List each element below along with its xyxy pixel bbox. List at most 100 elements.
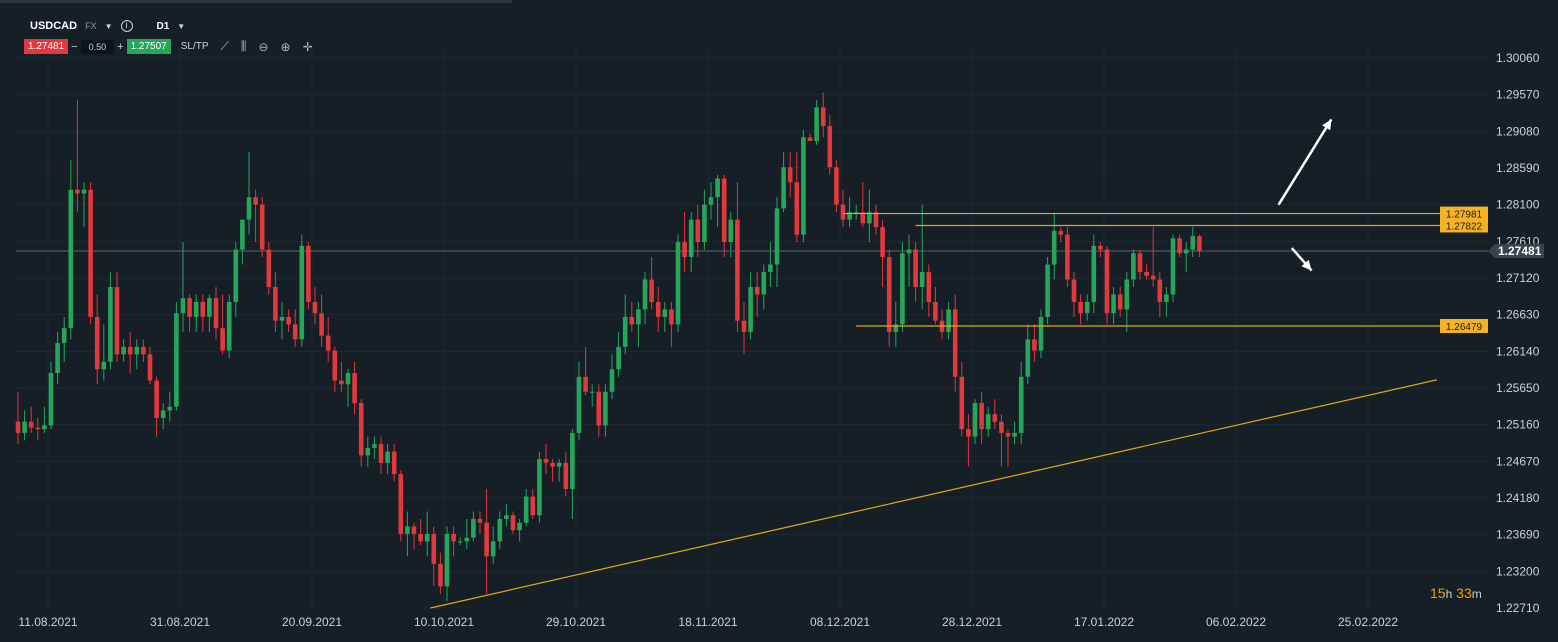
candle: [101, 324, 107, 381]
info-icon[interactable]: i: [120, 20, 133, 32]
candle: [939, 309, 945, 340]
timeframe-dropdown-icon[interactable]: ▼: [177, 21, 186, 31]
minus-button[interactable]: −: [71, 40, 78, 53]
x-tick-label: 25.02.2022: [1338, 615, 1398, 629]
candle-body: [1045, 264, 1050, 317]
symbol-dropdown-icon[interactable]: ▼: [104, 21, 113, 31]
candle: [1071, 272, 1077, 317]
candle: [761, 264, 767, 310]
candle-body: [457, 541, 463, 543]
candle-body: [193, 301, 199, 317]
candle: [702, 189, 707, 250]
candle: [411, 522, 417, 549]
candle-body: [1170, 238, 1176, 295]
candle-body: [1190, 236, 1196, 250]
candle: [339, 361, 344, 392]
candle-body: [490, 541, 496, 557]
candle: [768, 242, 773, 287]
zoom-in-icon[interactable]: ⊕: [280, 39, 291, 54]
ask-price-button[interactable]: 1.27507: [126, 39, 171, 54]
candle-body: [886, 257, 892, 332]
trade-row: 1.27481 − 0.50 + 1.27507 SL/TP ⟋ ⫼ ⊖ ⊕ ✛: [24, 39, 313, 54]
line-chart-icon[interactable]: ⟋: [220, 39, 229, 53]
candle-body: [108, 286, 113, 362]
bid-price-button[interactable]: 1.27481: [24, 39, 69, 54]
candle: [1045, 257, 1050, 325]
indicators-icon[interactable]: ⫼: [240, 39, 247, 53]
candle: [1137, 249, 1143, 280]
candle-body: [114, 286, 120, 355]
candle: [391, 444, 397, 482]
candle: [1012, 421, 1017, 445]
level-label-bg: [1440, 206, 1488, 221]
candle: [68, 159, 74, 340]
candle: [682, 212, 687, 273]
candle: [655, 286, 661, 332]
candle: [385, 444, 390, 475]
candle: [622, 294, 628, 355]
candle-body: [207, 298, 212, 317]
candle-body: [1131, 253, 1136, 280]
candle-body: [1104, 249, 1110, 314]
candle-body: [959, 376, 965, 430]
candle: [669, 301, 674, 347]
candle-body: [187, 298, 192, 317]
candle: [457, 537, 463, 546]
candle-body: [1065, 234, 1070, 280]
candle: [1117, 286, 1123, 317]
y-tick-label: 1.30060: [1496, 51, 1540, 65]
candle-body: [510, 515, 516, 531]
candle-body: [1197, 236, 1202, 252]
candle-body: [1084, 301, 1090, 314]
candle-body: [880, 227, 885, 258]
candle: [484, 489, 489, 594]
current-price-label: 1.27481: [1498, 244, 1542, 258]
candle-body: [121, 346, 126, 355]
candle-body: [616, 346, 621, 370]
candle: [477, 511, 483, 534]
candle-body: [75, 189, 80, 194]
candle: [147, 346, 153, 385]
candle: [510, 511, 516, 534]
candle: [378, 436, 384, 475]
candle-timer: 15h 33m: [1430, 585, 1482, 601]
candle: [22, 410, 27, 441]
candle: [134, 339, 140, 370]
zoom-out-icon[interactable]: ⊖: [258, 39, 269, 54]
volume-input[interactable]: 0.50: [80, 39, 115, 54]
plus-button[interactable]: +: [117, 40, 124, 53]
candle-body: [444, 533, 450, 587]
candle: [497, 511, 503, 549]
candle-body: [523, 496, 529, 523]
candle-body: [550, 462, 555, 467]
y-tick-label: 1.23200: [1496, 564, 1540, 578]
y-tick-label: 1.22710: [1496, 601, 1540, 615]
candle: [299, 234, 305, 347]
candle: [431, 526, 437, 587]
candle-body: [55, 343, 60, 374]
candle-body: [708, 197, 714, 205]
candle-body: [438, 563, 443, 587]
candle-body: [299, 245, 305, 340]
sl-tp-button[interactable]: SL/TP: [180, 41, 209, 52]
candle-body: [675, 242, 681, 325]
y-tick-label: 1.27120: [1496, 271, 1540, 285]
candle: [649, 257, 654, 310]
symbol-label[interactable]: USDCAD: [30, 20, 78, 32]
arrow-up-shaft: [1277, 118, 1333, 206]
candle: [154, 376, 159, 437]
candle-body: [28, 421, 34, 428]
candle: [259, 197, 265, 258]
y-tick-label: 1.24180: [1496, 491, 1540, 505]
candle-body: [609, 369, 615, 392]
timeframe-label[interactable]: D1: [156, 20, 170, 32]
candle-body: [134, 346, 140, 355]
candle-body: [933, 301, 938, 321]
candle-body: [15, 421, 21, 433]
candle: [616, 331, 621, 377]
candle-body: [345, 373, 351, 385]
candle: [28, 406, 34, 433]
crosshair-icon[interactable]: ✛: [302, 39, 313, 54]
candle: [352, 361, 357, 415]
